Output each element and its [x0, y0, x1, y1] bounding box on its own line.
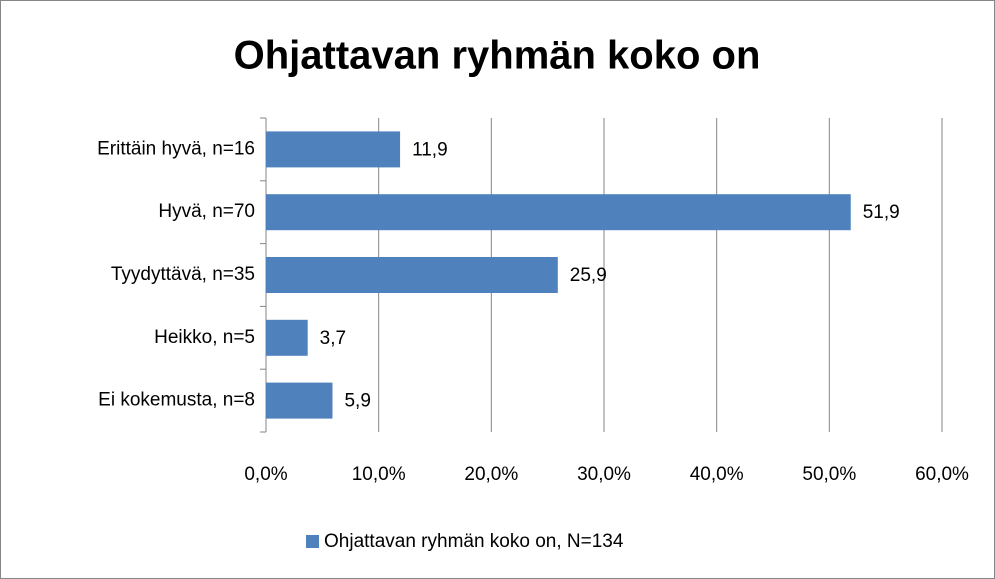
value-label: 5,9	[344, 391, 370, 412]
y-tick-label: Ei kokemusta, n=8	[98, 390, 255, 411]
x-tick-label: 0,0%	[244, 464, 287, 485]
value-label: 11,9	[412, 139, 448, 160]
value-label: 51,9	[863, 202, 900, 223]
x-tick-label: 40,0%	[690, 464, 744, 485]
x-tick-label: 10,0%	[352, 464, 406, 485]
bar	[266, 257, 558, 293]
value-label: 3,7	[320, 328, 346, 349]
bar	[266, 194, 851, 231]
y-tick-label: Erittäin hyvä, n=16	[97, 138, 255, 159]
x-tick-label: 20,0%	[464, 464, 518, 485]
x-tick-label: 30,0%	[577, 464, 631, 485]
bar	[266, 131, 401, 168]
bar	[266, 319, 308, 356]
legend-swatch	[306, 535, 319, 548]
y-tick-label: Hyvä, n=70	[158, 201, 255, 222]
x-tick-label: 60,0%	[915, 464, 969, 485]
y-tick-label: Heikko, n=5	[154, 327, 255, 348]
chart-title: Ohjattavan ryhmän koko on	[234, 34, 761, 78]
legend-label: Ohjattavan ryhmän koko on, N=134	[324, 531, 624, 552]
y-tick-label: Tyydyttävä, n=35	[111, 264, 255, 285]
bar	[266, 382, 333, 419]
value-label: 25,9	[570, 265, 607, 286]
x-tick-label: 50,0%	[802, 464, 856, 485]
